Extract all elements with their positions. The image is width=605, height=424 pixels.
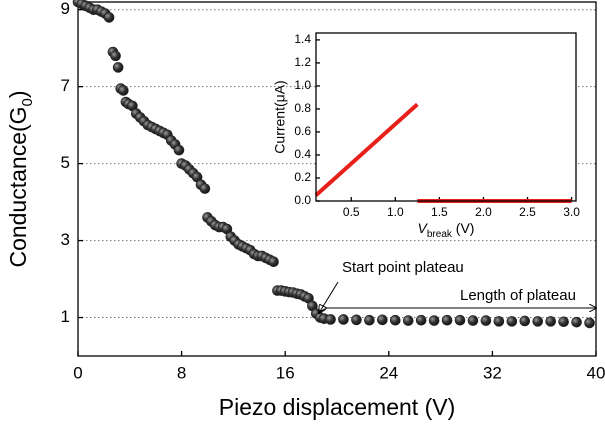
inset-y-tick-label: 1.0 (294, 78, 311, 92)
annotation: Start point plateau (342, 259, 464, 276)
plot-frame (77, 1, 597, 357)
data-point (571, 316, 582, 328)
y-axis-label: Conductance(G0) (5, 90, 36, 267)
data-point (338, 314, 349, 325)
inset-y-tick-label: 0.0 (294, 193, 311, 207)
inset-y-tick-label: 1.4 (294, 32, 311, 46)
data-point (545, 316, 556, 327)
y-tick-label: 3 (61, 230, 70, 249)
y-axis-label-part: 0 (19, 98, 36, 106)
inset-x-tick-label: 2.0 (475, 205, 492, 219)
data-point (389, 314, 401, 326)
data-point (558, 316, 569, 328)
data-point (480, 315, 492, 326)
data-point (441, 314, 453, 326)
inset-y-tick-label: 0.6 (294, 124, 311, 138)
data-point (415, 314, 427, 326)
data-point (112, 62, 124, 73)
inset-x-axis-label-part: (V) (452, 220, 475, 236)
inset-background (316, 33, 576, 201)
inset-line (314, 102, 419, 197)
x-tick-label: 40 (587, 363, 605, 382)
y-tick-label: 1 (61, 307, 70, 326)
data-point (103, 12, 115, 23)
data-point (428, 315, 440, 326)
y-axis-label-part: ) (5, 90, 31, 98)
inset-x-tick-label: 1.5 (431, 205, 448, 219)
data-point (467, 315, 479, 326)
inset-x-tick-label: 0.5 (343, 205, 360, 219)
inset-y-tick-label: 0.8 (294, 101, 311, 115)
data-point (173, 144, 185, 156)
inset-x-axis-label-part: break (427, 229, 453, 240)
inset-frame (315, 32, 577, 202)
y-tick-label: 9 (61, 0, 70, 18)
data-point (584, 317, 595, 329)
y-tick-label: 7 (61, 76, 70, 95)
x-tick-label: 32 (483, 363, 502, 382)
data-point (364, 314, 375, 326)
inset-x-axis-label: Vbreak (V) (418, 220, 475, 240)
data-point (199, 183, 211, 194)
data-point (402, 315, 414, 326)
inset-y-tick-label: 0.2 (294, 170, 311, 184)
data-point (506, 316, 518, 327)
data-point (493, 316, 505, 327)
data-point (532, 316, 544, 327)
inset-y-axis-label: Current(μA) (272, 80, 288, 153)
data-point (351, 314, 362, 326)
data-point (454, 314, 466, 326)
x-axis-label: Piezo displacement (V) (219, 394, 456, 420)
inset-x-tick-label: 2.5 (519, 205, 536, 219)
x-tick-label: 8 (177, 363, 186, 382)
data-point (325, 314, 336, 325)
data-point (118, 85, 129, 96)
data-point (377, 314, 388, 326)
y-tick-label: 5 (61, 153, 70, 172)
data-point (110, 50, 121, 62)
y-axis-label-part: Conductance(G (5, 106, 31, 267)
inset-x-axis-label-part: V (418, 220, 429, 236)
inset-y-tick-label: 0.4 (294, 147, 311, 161)
inset-x-tick-label: 1.0 (387, 205, 404, 219)
inset-y-tick-label: 1.2 (294, 55, 311, 69)
inset-x-tick-label: 3.0 (563, 205, 580, 219)
data-point (519, 315, 531, 327)
x-tick-label: 16 (276, 363, 295, 382)
annotation: Length of plateau (460, 287, 576, 304)
data-point (268, 256, 279, 268)
x-tick-label: 0 (73, 363, 82, 382)
x-tick-label: 24 (379, 363, 398, 382)
